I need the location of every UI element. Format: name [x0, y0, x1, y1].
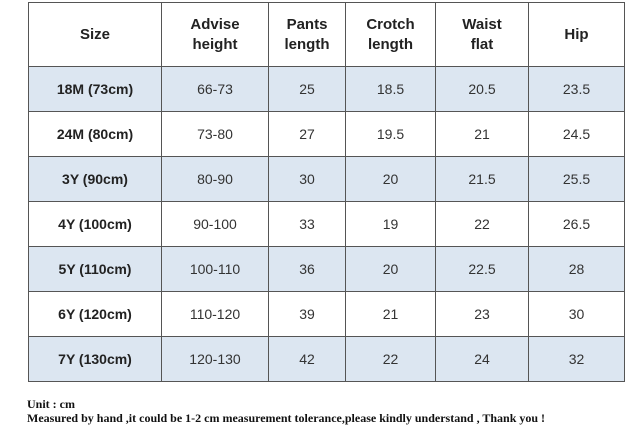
value-cell: 25	[268, 66, 346, 112]
header-cell: Waist flat	[435, 2, 529, 67]
value-cell: 22	[435, 201, 529, 247]
size-table: Size Advise height Pants length Crotch leng…	[28, 2, 625, 382]
value-cell: 25.5	[528, 156, 625, 202]
value-cell: 26.5	[528, 201, 625, 247]
table-row: 6Y (120cm) 110-120 39 21 23 30	[28, 291, 625, 337]
header-cell: Advise height	[161, 2, 269, 67]
value-cell: 22	[345, 336, 436, 382]
header-cell: Hip	[528, 2, 625, 67]
table-row: 4Y (100cm) 90-100 33 19 22 26.5	[28, 201, 625, 247]
size-cell: 4Y (100cm)	[28, 201, 162, 247]
value-cell: 120-130	[161, 336, 269, 382]
tolerance-note: Measured by hand ,it could be 1-2 cm mea…	[27, 411, 546, 425]
header-text: Hip	[564, 25, 589, 43]
header-row: Size Advise height Pants length Crotch leng…	[28, 2, 625, 67]
value-cell: 27	[268, 111, 346, 157]
value-cell: 39	[268, 291, 346, 337]
value-cell: 42	[268, 336, 346, 382]
value-cell: 30	[268, 156, 346, 202]
header-text: Pants length	[284, 15, 330, 53]
value-cell: 19	[345, 201, 436, 247]
value-cell: 73-80	[161, 111, 269, 157]
value-cell: 33	[268, 201, 346, 247]
value-cell: 23.5	[528, 66, 625, 112]
table-row: 24M (80cm) 73-80 27 19.5 21 24.5	[28, 111, 625, 157]
value-cell: 22.5	[435, 246, 529, 292]
value-cell: 18.5	[345, 66, 436, 112]
size-cell: 5Y (110cm)	[28, 246, 162, 292]
value-cell: 66-73	[161, 66, 269, 112]
unit-note: Unit : cm	[27, 397, 75, 411]
header-cell: Size	[28, 2, 162, 67]
value-cell: 80-90	[161, 156, 269, 202]
header-text: Waist flat	[462, 15, 502, 53]
size-cell: 6Y (120cm)	[28, 291, 162, 337]
value-cell: 90-100	[161, 201, 269, 247]
value-cell: 21.5	[435, 156, 529, 202]
table-row: 5Y (110cm) 100-110 36 20 22.5 28	[28, 246, 625, 292]
value-cell: 21	[435, 111, 529, 157]
header-cell: Pants length	[268, 2, 346, 67]
value-cell: 36	[268, 246, 346, 292]
table-row: 18M (73cm) 66-73 25 18.5 20.5 23.5	[28, 66, 625, 112]
value-cell: 24	[435, 336, 529, 382]
header-text: Advise height	[190, 15, 240, 53]
size-cell: 24M (80cm)	[28, 111, 162, 157]
value-cell: 100-110	[161, 246, 269, 292]
value-cell: 24.5	[528, 111, 625, 157]
value-cell: 23	[435, 291, 529, 337]
value-cell: 30	[528, 291, 625, 337]
value-cell: 28	[528, 246, 625, 292]
size-cell: 18M (73cm)	[28, 66, 162, 112]
size-cell: 7Y (130cm)	[28, 336, 162, 382]
value-cell: 110-120	[161, 291, 269, 337]
table-body: Size Advise height Pants length Crotch leng…	[28, 2, 625, 382]
value-cell: 20.5	[435, 66, 529, 112]
value-cell: 32	[528, 336, 625, 382]
value-cell: 21	[345, 291, 436, 337]
value-cell: 20	[345, 156, 436, 202]
table-row: 7Y (130cm) 120-130 42 22 24 32	[28, 336, 625, 382]
size-cell: 3Y (90cm)	[28, 156, 162, 202]
value-cell: 20	[345, 246, 436, 292]
header-text: Crotch length	[366, 15, 415, 53]
value-cell: 19.5	[345, 111, 436, 157]
header-cell: Crotch length	[345, 2, 436, 67]
header-text: Size	[79, 25, 110, 43]
table-row: 3Y (90cm) 80-90 30 20 21.5 25.5	[28, 156, 625, 202]
